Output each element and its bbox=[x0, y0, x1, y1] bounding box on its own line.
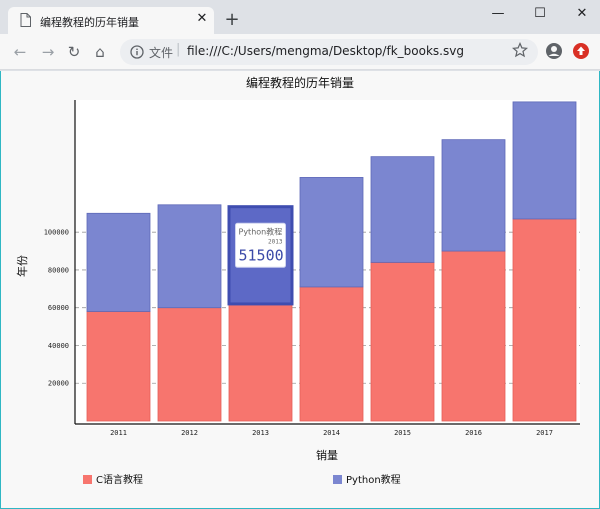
browser-toolbar: ← → ↻ ⌂ 文件 | file:///C:/Users/mengma/Des… bbox=[0, 34, 600, 70]
tooltip-category: 2013 bbox=[268, 238, 283, 245]
bar-c-2014[interactable] bbox=[299, 286, 364, 422]
maximize-button[interactable]: ☐ bbox=[534, 6, 546, 21]
y-tick-label: 80000 bbox=[48, 266, 69, 274]
minimize-button[interactable]: — bbox=[491, 6, 505, 21]
bar-python-2014[interactable] bbox=[299, 177, 364, 288]
x-tick-label: 2013 bbox=[252, 429, 269, 437]
chart-svg: 编程教程的历年销量 销量 年份 20000 40000 60000 80000 1000… bbox=[15, 75, 580, 486]
tab-close-icon[interactable]: ✕ bbox=[196, 11, 208, 26]
bar-c-2011[interactable] bbox=[86, 311, 151, 422]
y-tick-label: 100000 bbox=[44, 229, 69, 237]
back-button[interactable]: ← bbox=[13, 43, 27, 61]
bar-c-2017[interactable] bbox=[512, 218, 577, 422]
x-tick-label: 2016 bbox=[465, 429, 482, 437]
legend-label-1: Python教程 bbox=[346, 473, 401, 486]
tooltip-box bbox=[235, 222, 286, 268]
tab-title: 编程教程的历年销量 bbox=[40, 16, 139, 29]
update-icon[interactable] bbox=[572, 42, 590, 60]
x-axis-label: 销量 bbox=[316, 448, 338, 462]
bar-python-2016[interactable] bbox=[441, 139, 506, 252]
axes-group bbox=[74, 100, 580, 425]
home-button[interactable]: ⌂ bbox=[95, 43, 105, 61]
bar-python-2012[interactable] bbox=[157, 204, 222, 309]
tooltip-series: Python教程 bbox=[239, 226, 283, 236]
x-tick-label: 2012 bbox=[181, 429, 198, 437]
close-window-button[interactable]: ✕ bbox=[576, 6, 588, 21]
profile-icon[interactable] bbox=[545, 42, 563, 60]
info-icon[interactable] bbox=[130, 45, 144, 59]
tab-active[interactable]: 编程教程的历年销量 ✕ bbox=[8, 7, 214, 34]
y-tick-label: 40000 bbox=[48, 342, 69, 350]
page-viewport: 编程教程的历年销量 销量 年份 20000 40000 60000 80000 1000… bbox=[0, 71, 600, 509]
legend-label-0: C语言教程 bbox=[96, 473, 143, 486]
bar-c-2015[interactable] bbox=[370, 261, 435, 422]
star-icon[interactable] bbox=[512, 42, 528, 58]
forward-button[interactable]: → bbox=[41, 43, 55, 61]
legend-swatch-0 bbox=[83, 475, 92, 484]
chart-title: 编程教程的历年销量 bbox=[246, 75, 354, 90]
bars-group bbox=[86, 101, 577, 422]
address-bar[interactable]: 文件 | file:///C:/Users/mengma/Desktop/fk_… bbox=[120, 39, 538, 65]
legend-swatch-1 bbox=[333, 475, 342, 484]
x-tick-label: 2017 bbox=[536, 429, 553, 437]
y-tick-label: 60000 bbox=[48, 304, 69, 312]
bar-python-2017[interactable] bbox=[512, 101, 577, 220]
url-text[interactable]: file:///C:/Users/mengma/Desktop/fk_books… bbox=[187, 44, 464, 58]
bar-c-2013[interactable] bbox=[228, 303, 293, 422]
tab-strip: 编程教程的历年销量 ✕ + — ☐ ✕ bbox=[0, 0, 600, 34]
x-tick-label: 2015 bbox=[394, 429, 411, 437]
bar-c-2016[interactable] bbox=[441, 250, 506, 422]
new-tab-button[interactable]: + bbox=[224, 9, 240, 30]
bar-c-2012[interactable] bbox=[157, 307, 222, 422]
scheme-label: 文件 bbox=[149, 46, 174, 60]
tooltip-value: 51500 bbox=[239, 246, 284, 264]
bar-python-2011[interactable] bbox=[86, 212, 151, 312]
legend: C语言教程 Python教程 bbox=[83, 473, 401, 486]
x-tick-label: 2014 bbox=[323, 429, 340, 437]
y-axis-label: 年份 bbox=[15, 255, 29, 277]
url-separator: | bbox=[176, 42, 181, 57]
x-tick-label: 2011 bbox=[110, 429, 127, 437]
ticks-group: 20000 40000 60000 80000 100000 2011 2012 2013 20… bbox=[44, 229, 553, 437]
y-tick-label: 20000 bbox=[48, 380, 69, 388]
reload-button[interactable]: ↻ bbox=[67, 43, 81, 61]
bar-python-2015[interactable] bbox=[370, 156, 435, 263]
page-icon bbox=[20, 13, 31, 27]
